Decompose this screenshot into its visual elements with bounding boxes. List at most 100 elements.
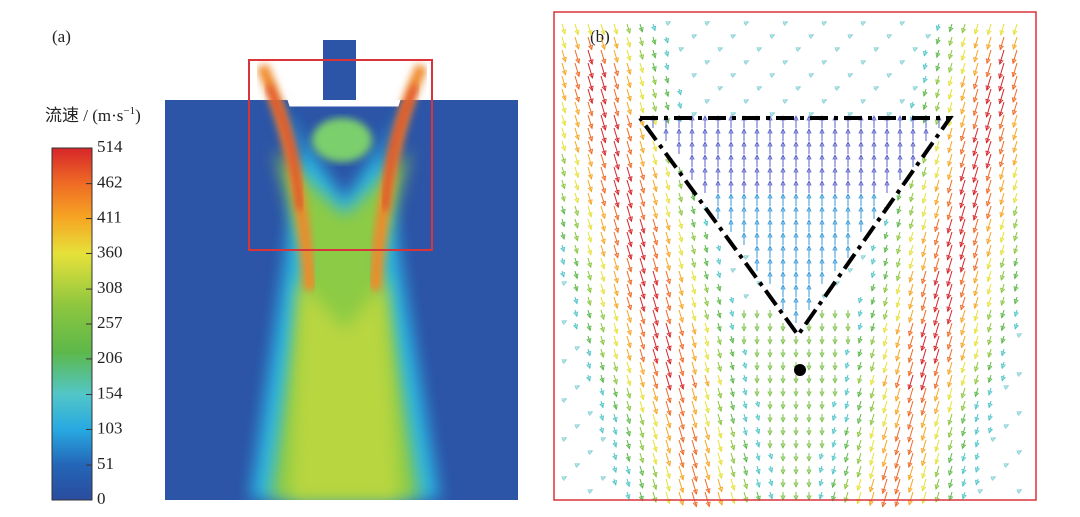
vector-head xyxy=(1012,122,1018,129)
vector-head xyxy=(741,180,747,186)
vector-head xyxy=(598,427,605,434)
vector-arrow xyxy=(934,322,940,339)
vector-head xyxy=(883,247,889,254)
vector-arrow xyxy=(974,348,979,359)
vector-head xyxy=(793,417,799,423)
vector-head xyxy=(1012,134,1018,141)
vector-arrow xyxy=(960,309,966,323)
vector-arrow xyxy=(652,192,658,206)
vector-arrow xyxy=(613,153,620,170)
vector-head xyxy=(973,290,979,297)
vector-head xyxy=(946,281,952,287)
vector-arrow xyxy=(652,452,657,465)
vector-arrow xyxy=(587,127,593,142)
vector-arrow xyxy=(561,36,566,49)
vector-arrow xyxy=(933,309,940,326)
vector-head xyxy=(819,206,825,212)
vector-arrow xyxy=(665,465,671,479)
vector-arrow xyxy=(769,452,773,459)
vector-arrow xyxy=(869,465,875,479)
vector-head xyxy=(613,328,619,335)
vector-head xyxy=(856,471,862,478)
vector-head xyxy=(999,186,1005,193)
vector-head xyxy=(742,403,748,410)
vector-head xyxy=(960,82,966,89)
vector-head xyxy=(573,311,579,318)
vector-arrow xyxy=(587,140,593,154)
vector-head xyxy=(573,298,579,305)
vector-head xyxy=(1013,273,1019,280)
vector-head xyxy=(871,245,877,252)
vector-head xyxy=(870,299,876,306)
vector-head xyxy=(692,396,698,402)
vector-head xyxy=(869,393,875,399)
vector-arrow xyxy=(652,205,658,219)
vector-arrow xyxy=(869,491,875,506)
vector-arrow xyxy=(626,127,632,142)
vector-arrow xyxy=(870,374,875,385)
vector-head xyxy=(795,47,802,53)
vector-head xyxy=(1012,160,1018,166)
vector-head xyxy=(960,122,966,129)
vector-head xyxy=(858,154,864,160)
vector-head xyxy=(715,180,721,186)
vector-head xyxy=(690,248,696,255)
vector-head xyxy=(651,106,658,113)
vector-head xyxy=(691,275,697,282)
vector-head xyxy=(702,141,708,147)
vector-head xyxy=(600,276,606,283)
vector-head xyxy=(742,376,748,383)
vector-head xyxy=(806,167,812,173)
vector-head xyxy=(586,312,592,319)
vector-head xyxy=(832,258,838,264)
vector-head xyxy=(666,460,672,467)
tick-label: 462 xyxy=(97,173,123,192)
vector-arrow xyxy=(909,231,914,243)
vector-arrow xyxy=(652,153,657,165)
vector-head xyxy=(959,304,965,311)
vector-head xyxy=(665,225,671,231)
vector-arrow xyxy=(935,192,940,205)
vector-head xyxy=(573,260,579,267)
vector-head xyxy=(793,271,799,277)
vector-head xyxy=(715,154,721,160)
vector-head xyxy=(679,410,685,417)
tick-label: 51 xyxy=(97,454,114,473)
vector-head xyxy=(652,186,658,193)
vector-arrow xyxy=(704,439,710,454)
vector-head xyxy=(922,64,928,71)
vector-head xyxy=(717,393,723,399)
vector-head xyxy=(640,241,646,248)
vector-arrow xyxy=(986,127,992,144)
vector-head xyxy=(935,25,941,32)
vector-head xyxy=(703,220,709,227)
vector-head xyxy=(883,260,889,267)
vector-head xyxy=(627,216,633,223)
vector-head xyxy=(755,495,761,502)
vector-head xyxy=(985,163,991,169)
vector-arrow xyxy=(587,270,592,281)
vector-head xyxy=(652,434,658,440)
vector-arrow xyxy=(613,374,618,385)
vector-arrow xyxy=(857,400,862,411)
vector-head xyxy=(586,300,592,307)
vector-head xyxy=(860,60,867,66)
vector-head xyxy=(858,180,864,186)
vector-head xyxy=(767,378,773,384)
vector-head xyxy=(678,223,684,230)
vector-arrow xyxy=(704,413,710,427)
vector-head xyxy=(819,180,825,186)
vector-head xyxy=(844,403,850,410)
vector-arrow xyxy=(678,88,682,95)
vector-arrow xyxy=(883,322,888,333)
vector-head xyxy=(780,417,786,423)
vector-head xyxy=(754,141,760,147)
vector-head xyxy=(588,136,594,142)
vector-head xyxy=(920,372,926,379)
vector-head xyxy=(702,167,708,173)
vector-head xyxy=(588,85,594,92)
vector-head xyxy=(613,278,619,284)
vector-head xyxy=(626,367,632,374)
vector-head xyxy=(844,443,850,450)
vector-arrow xyxy=(1014,309,1018,317)
